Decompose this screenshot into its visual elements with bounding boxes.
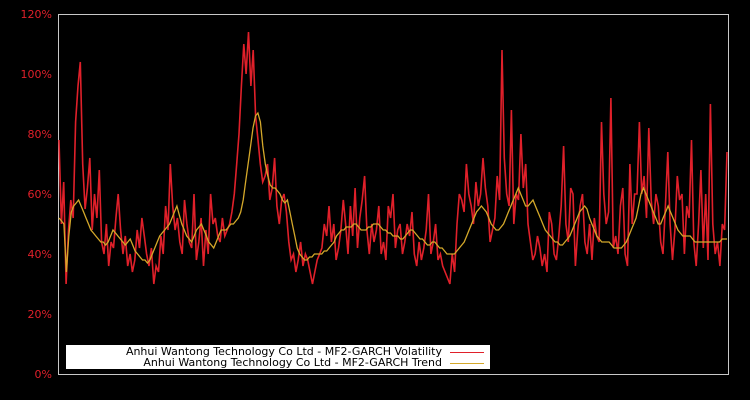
y-tick-120: 120%	[20, 8, 52, 21]
trend-line	[58, 111, 727, 273]
y-tick-80: 80%	[27, 128, 52, 141]
legend-label-trend: Anhui Wantong Technology Co Ltd - MF2-GA…	[143, 356, 442, 369]
volatility-line	[58, 31, 728, 285]
y-tick-20: 20%	[27, 308, 52, 321]
legend-label-volatility: Anhui Wantong Technology Co Ltd - MF2-GA…	[125, 345, 442, 358]
y-tick-0: 0%	[34, 368, 52, 381]
plot-frame	[58, 14, 729, 375]
y-tick-60: 60%	[27, 188, 52, 201]
legend: Anhui Wantong Technology Co Ltd - MF2-GA…	[66, 345, 490, 369]
legend-swatch-trend	[450, 362, 484, 364]
legend-item-trend: Anhui Wantong Technology Co Ltd - MF2-GA…	[143, 357, 484, 369]
legend-item-volatility: Anhui Wantong Technology Co Ltd - MF2-GA…	[126, 346, 484, 358]
y-tick-100: 100%	[20, 68, 52, 81]
y-tick-40: 40%	[27, 248, 52, 261]
legend-swatch-volatility	[450, 351, 484, 353]
